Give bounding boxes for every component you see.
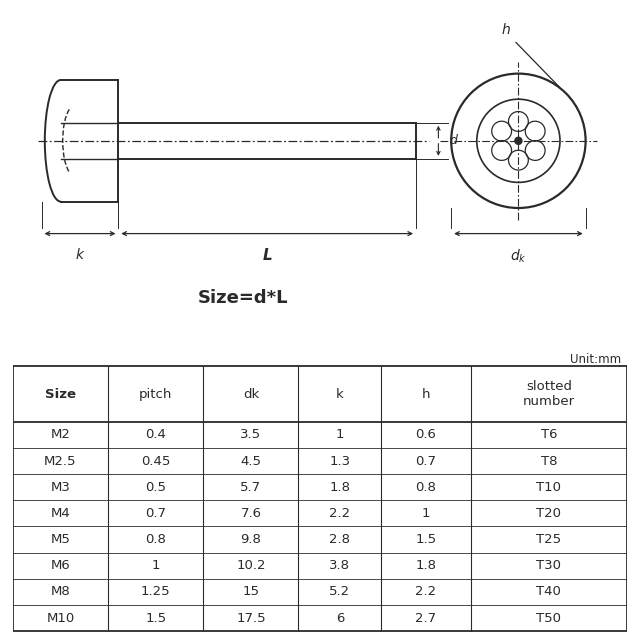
Text: 0.8: 0.8	[145, 533, 166, 546]
Text: 1: 1	[422, 507, 430, 520]
Text: 5.2: 5.2	[330, 586, 351, 598]
Text: h: h	[501, 23, 510, 37]
Text: k: k	[76, 248, 84, 262]
Text: 0.5: 0.5	[145, 481, 166, 493]
Text: M4: M4	[51, 507, 70, 520]
Text: 1.5: 1.5	[415, 533, 436, 546]
Text: 4.5: 4.5	[241, 454, 261, 468]
Text: 2.2: 2.2	[330, 507, 351, 520]
Text: M2: M2	[51, 428, 70, 442]
Text: 0.8: 0.8	[415, 481, 436, 493]
Text: slotted
number: slotted number	[523, 380, 575, 408]
Text: T50: T50	[536, 612, 561, 625]
Text: 0.45: 0.45	[141, 454, 170, 468]
Text: 2.2: 2.2	[415, 586, 436, 598]
Text: 1: 1	[152, 559, 160, 572]
Text: T40: T40	[536, 586, 561, 598]
Text: dk: dk	[243, 387, 259, 401]
Text: T25: T25	[536, 533, 561, 546]
Text: 17.5: 17.5	[236, 612, 266, 625]
Text: 10.2: 10.2	[236, 559, 266, 572]
Text: T30: T30	[536, 559, 561, 572]
Text: M10: M10	[46, 612, 74, 625]
Text: pitch: pitch	[139, 387, 172, 401]
Text: T20: T20	[536, 507, 561, 520]
Text: 1.3: 1.3	[330, 454, 351, 468]
Text: T8: T8	[541, 454, 557, 468]
Text: L: L	[262, 248, 272, 262]
Text: 1: 1	[336, 428, 344, 442]
Text: T6: T6	[541, 428, 557, 442]
Text: 2.7: 2.7	[415, 612, 436, 625]
Text: M8: M8	[51, 586, 70, 598]
Text: 0.7: 0.7	[415, 454, 436, 468]
Circle shape	[515, 137, 522, 144]
Text: d$_k$: d$_k$	[510, 248, 527, 265]
Text: 6: 6	[336, 612, 344, 625]
Text: 5.7: 5.7	[240, 481, 262, 493]
Text: 3.5: 3.5	[240, 428, 262, 442]
Text: d: d	[450, 134, 458, 147]
Text: 1.25: 1.25	[141, 586, 170, 598]
Text: M2.5: M2.5	[44, 454, 77, 468]
Text: 1.8: 1.8	[330, 481, 351, 493]
Text: T10: T10	[536, 481, 561, 493]
Text: 15: 15	[243, 586, 259, 598]
Text: 2.8: 2.8	[330, 533, 351, 546]
Text: 0.7: 0.7	[145, 507, 166, 520]
Text: 1.8: 1.8	[415, 559, 436, 572]
Text: 7.6: 7.6	[241, 507, 261, 520]
Text: 0.6: 0.6	[415, 428, 436, 442]
Text: M5: M5	[51, 533, 70, 546]
Text: k: k	[336, 387, 344, 401]
Text: 1.5: 1.5	[145, 612, 166, 625]
Text: Unit:mm: Unit:mm	[570, 353, 621, 367]
Text: 0.4: 0.4	[145, 428, 166, 442]
Text: M3: M3	[51, 481, 70, 493]
Text: h: h	[422, 387, 430, 401]
Text: Size: Size	[45, 387, 76, 401]
Text: Size=d*L: Size=d*L	[198, 289, 289, 307]
Text: M6: M6	[51, 559, 70, 572]
Text: 9.8: 9.8	[241, 533, 261, 546]
Text: 3.8: 3.8	[330, 559, 351, 572]
